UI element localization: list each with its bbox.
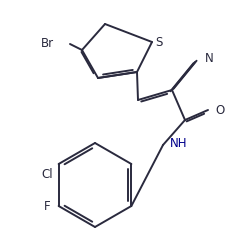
Text: Br: Br — [41, 37, 54, 50]
Text: F: F — [44, 199, 51, 212]
Text: NH: NH — [170, 136, 188, 149]
Text: S: S — [155, 36, 162, 49]
Text: O: O — [215, 104, 224, 117]
Text: N: N — [205, 52, 214, 64]
Text: Cl: Cl — [41, 168, 53, 181]
